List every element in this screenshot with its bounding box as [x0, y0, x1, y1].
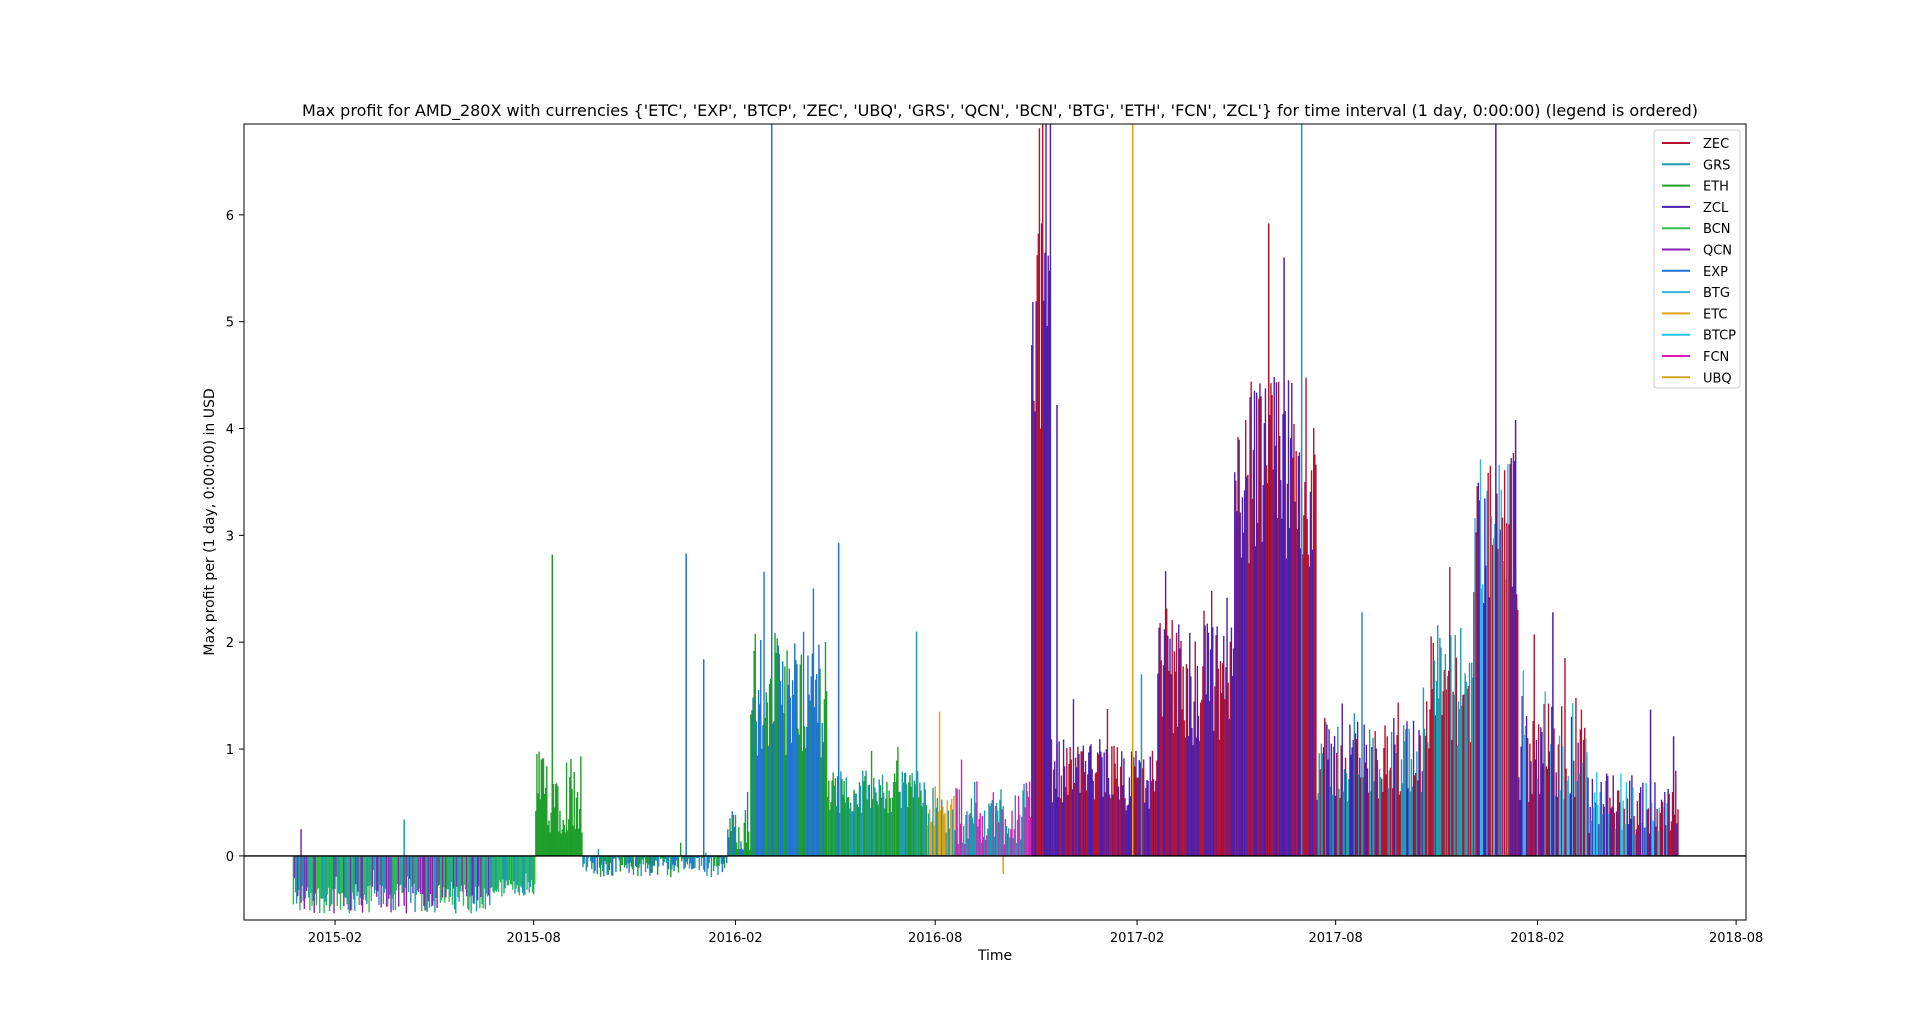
y-axis: 0 1 2 3 4 5 6 [226, 209, 244, 865]
x-tick-label: 2017-02 [1110, 931, 1164, 946]
x-tick-label: 2016-08 [908, 931, 962, 946]
y-tick-label: 0 [226, 850, 234, 865]
legend-label: UBQ [1703, 371, 1732, 386]
chart-title: Max profit for AMD_280X with currencies … [302, 101, 1698, 121]
y-tick-label: 4 [226, 423, 234, 438]
legend-label: QCN [1703, 244, 1732, 259]
plot-frame [243, 123, 1747, 921]
legend-label: BCN [1703, 222, 1731, 237]
legend-label: ETH [1703, 180, 1729, 195]
legend-label: ETC [1703, 307, 1727, 322]
y-tick-label: 5 [226, 316, 234, 331]
x-tick-label: 2015-08 [506, 931, 560, 946]
legend-box [1653, 129, 1741, 389]
x-tick-label: 2018-08 [1709, 931, 1763, 946]
legend-label: EXP [1703, 265, 1728, 280]
legend: ZEC GRS ETH ZCL BCN QCN EXP BTG ETC BTCP FCN UBQ [1653, 129, 1741, 389]
spikes-layer [300, 124, 1675, 875]
x-tick-label: 2016-02 [708, 931, 762, 946]
x-tick-label: 2017-08 [1309, 931, 1363, 946]
legend-label: ZEC [1703, 137, 1729, 152]
y-tick-label: 2 [226, 636, 234, 651]
legend-label: ZCL [1703, 201, 1729, 216]
x-tick-label: 2015-02 [308, 931, 362, 946]
y-axis-label: Max profit per (1 day, 0:00:00) in USD [202, 388, 218, 655]
y-tick-label: 1 [226, 743, 234, 758]
x-axis: 2015-02 2015-08 2016-02 2016-08 2017-02 2017-… [308, 920, 1763, 946]
legend-items: ZEC GRS ETH ZCL BCN QCN EXP BTG ETC BTCP FCN UBQ [1662, 137, 1736, 386]
legend-label: BTCP [1703, 329, 1736, 344]
y-tick-label: 6 [226, 209, 234, 224]
legend-label: GRS [1703, 158, 1730, 173]
x-axis-label: Time [977, 948, 1012, 964]
legend-label: FCN [1703, 350, 1729, 365]
legend-label: BTG [1703, 286, 1730, 301]
bars-layer [292, 124, 1679, 914]
y-tick-label: 3 [226, 529, 234, 544]
x-tick-label: 2018-02 [1510, 931, 1564, 946]
